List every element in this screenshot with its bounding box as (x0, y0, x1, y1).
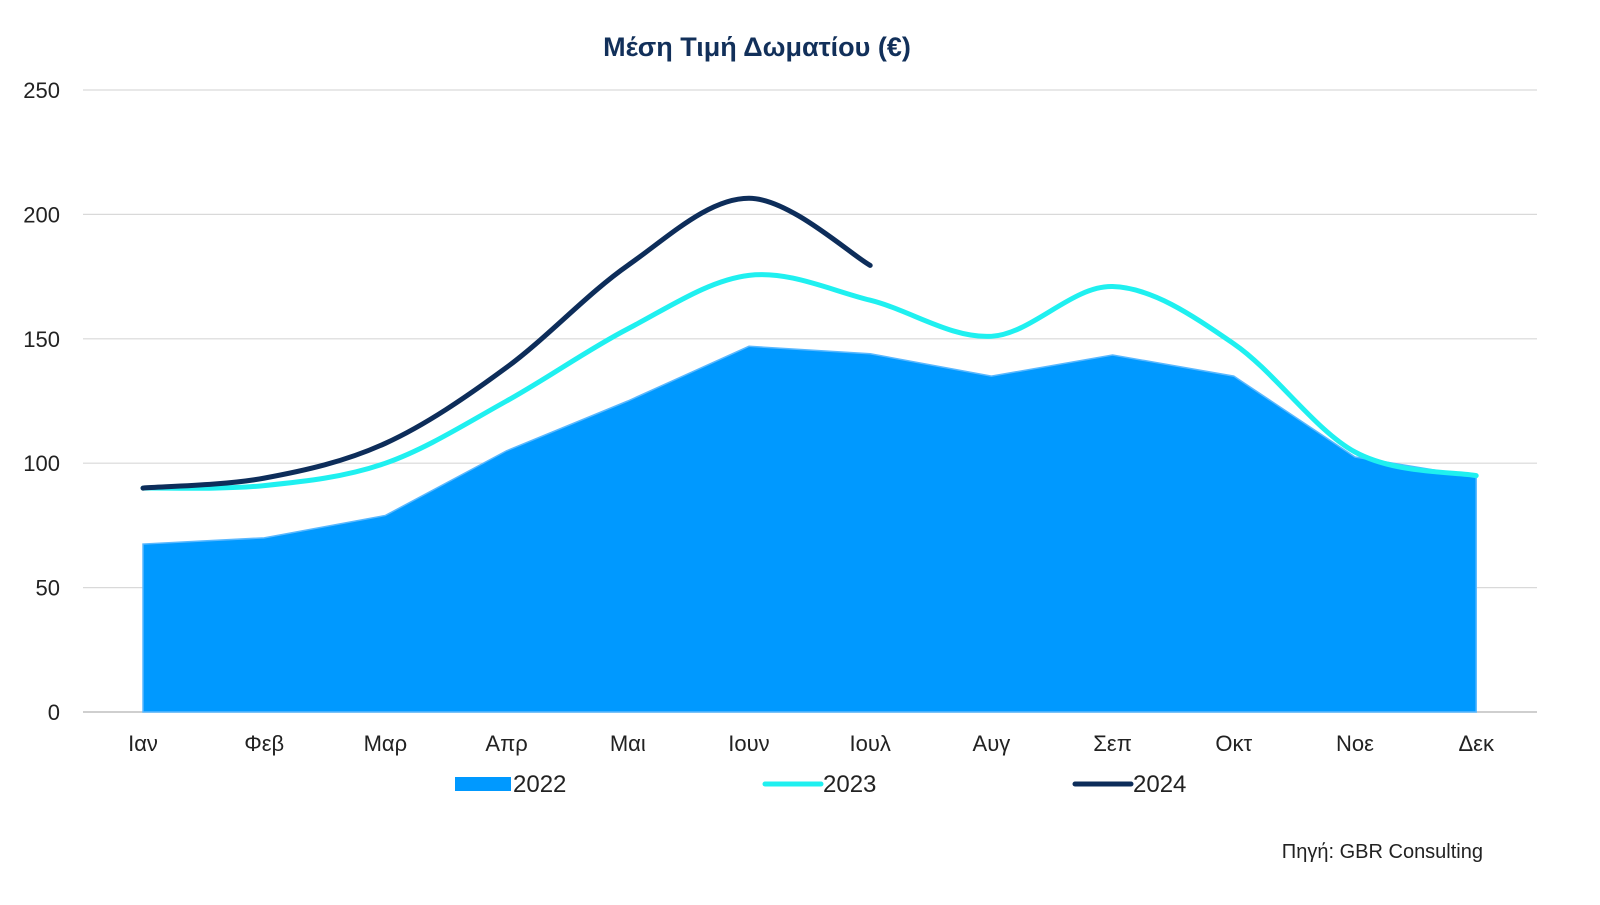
source-note: Πηγή: GBR Consulting (1282, 841, 1483, 863)
x-tick-label: Οκτ (1215, 731, 1252, 756)
y-tick-label: 0 (48, 700, 60, 725)
y-axis-ticks: 0 50 100 150 200 250 (23, 78, 60, 725)
x-tick-label: Σεπ (1093, 731, 1132, 756)
y-tick-label: 50 (36, 576, 60, 601)
x-tick-label: Μαρ (364, 731, 408, 756)
x-tick-label: Νοε (1336, 731, 1374, 756)
line-2024 (140, 195, 873, 491)
x-tick-label: Ιαν (128, 731, 158, 756)
x-tick-label: Φεβ (244, 731, 284, 756)
legend-label: 2024 (1133, 771, 1186, 798)
legend-label: 2023 (823, 771, 876, 798)
x-tick-label: Απρ (485, 731, 527, 756)
x-tick-label: Αυγ (973, 731, 1011, 756)
x-tick-label: Ιουλ (850, 731, 891, 756)
y-tick-label: 200 (23, 202, 60, 227)
x-tick-label: Ιουν (728, 731, 769, 756)
y-tick-label: 250 (23, 78, 60, 103)
line-2023 (140, 272, 1479, 491)
series-group (140, 195, 1479, 713)
legend-item-2023: 2023 (762, 771, 876, 798)
y-tick-label: 100 (23, 451, 60, 476)
y-tick-label: 150 (23, 327, 60, 352)
legend-label: 2022 (513, 771, 566, 798)
legend-item-2024: 2024 (1072, 771, 1186, 798)
legend-item-2022: 2022 (455, 771, 566, 798)
legend: 2022 2023 2024 (455, 771, 1186, 798)
area-2022 (142, 345, 1477, 713)
x-axis-ticks: Ιαν Φεβ Μαρ Απρ Μαι Ιουν Ιουλ Αυγ Σεπ Οκτ Νοε Δεκ (128, 731, 1495, 756)
legend-swatch (455, 777, 511, 791)
x-tick-label: Μαι (610, 731, 646, 756)
x-tick-label: Δεκ (1458, 731, 1495, 756)
chart-title: Μέση Τιμή Δωματίου (€) (603, 32, 911, 62)
